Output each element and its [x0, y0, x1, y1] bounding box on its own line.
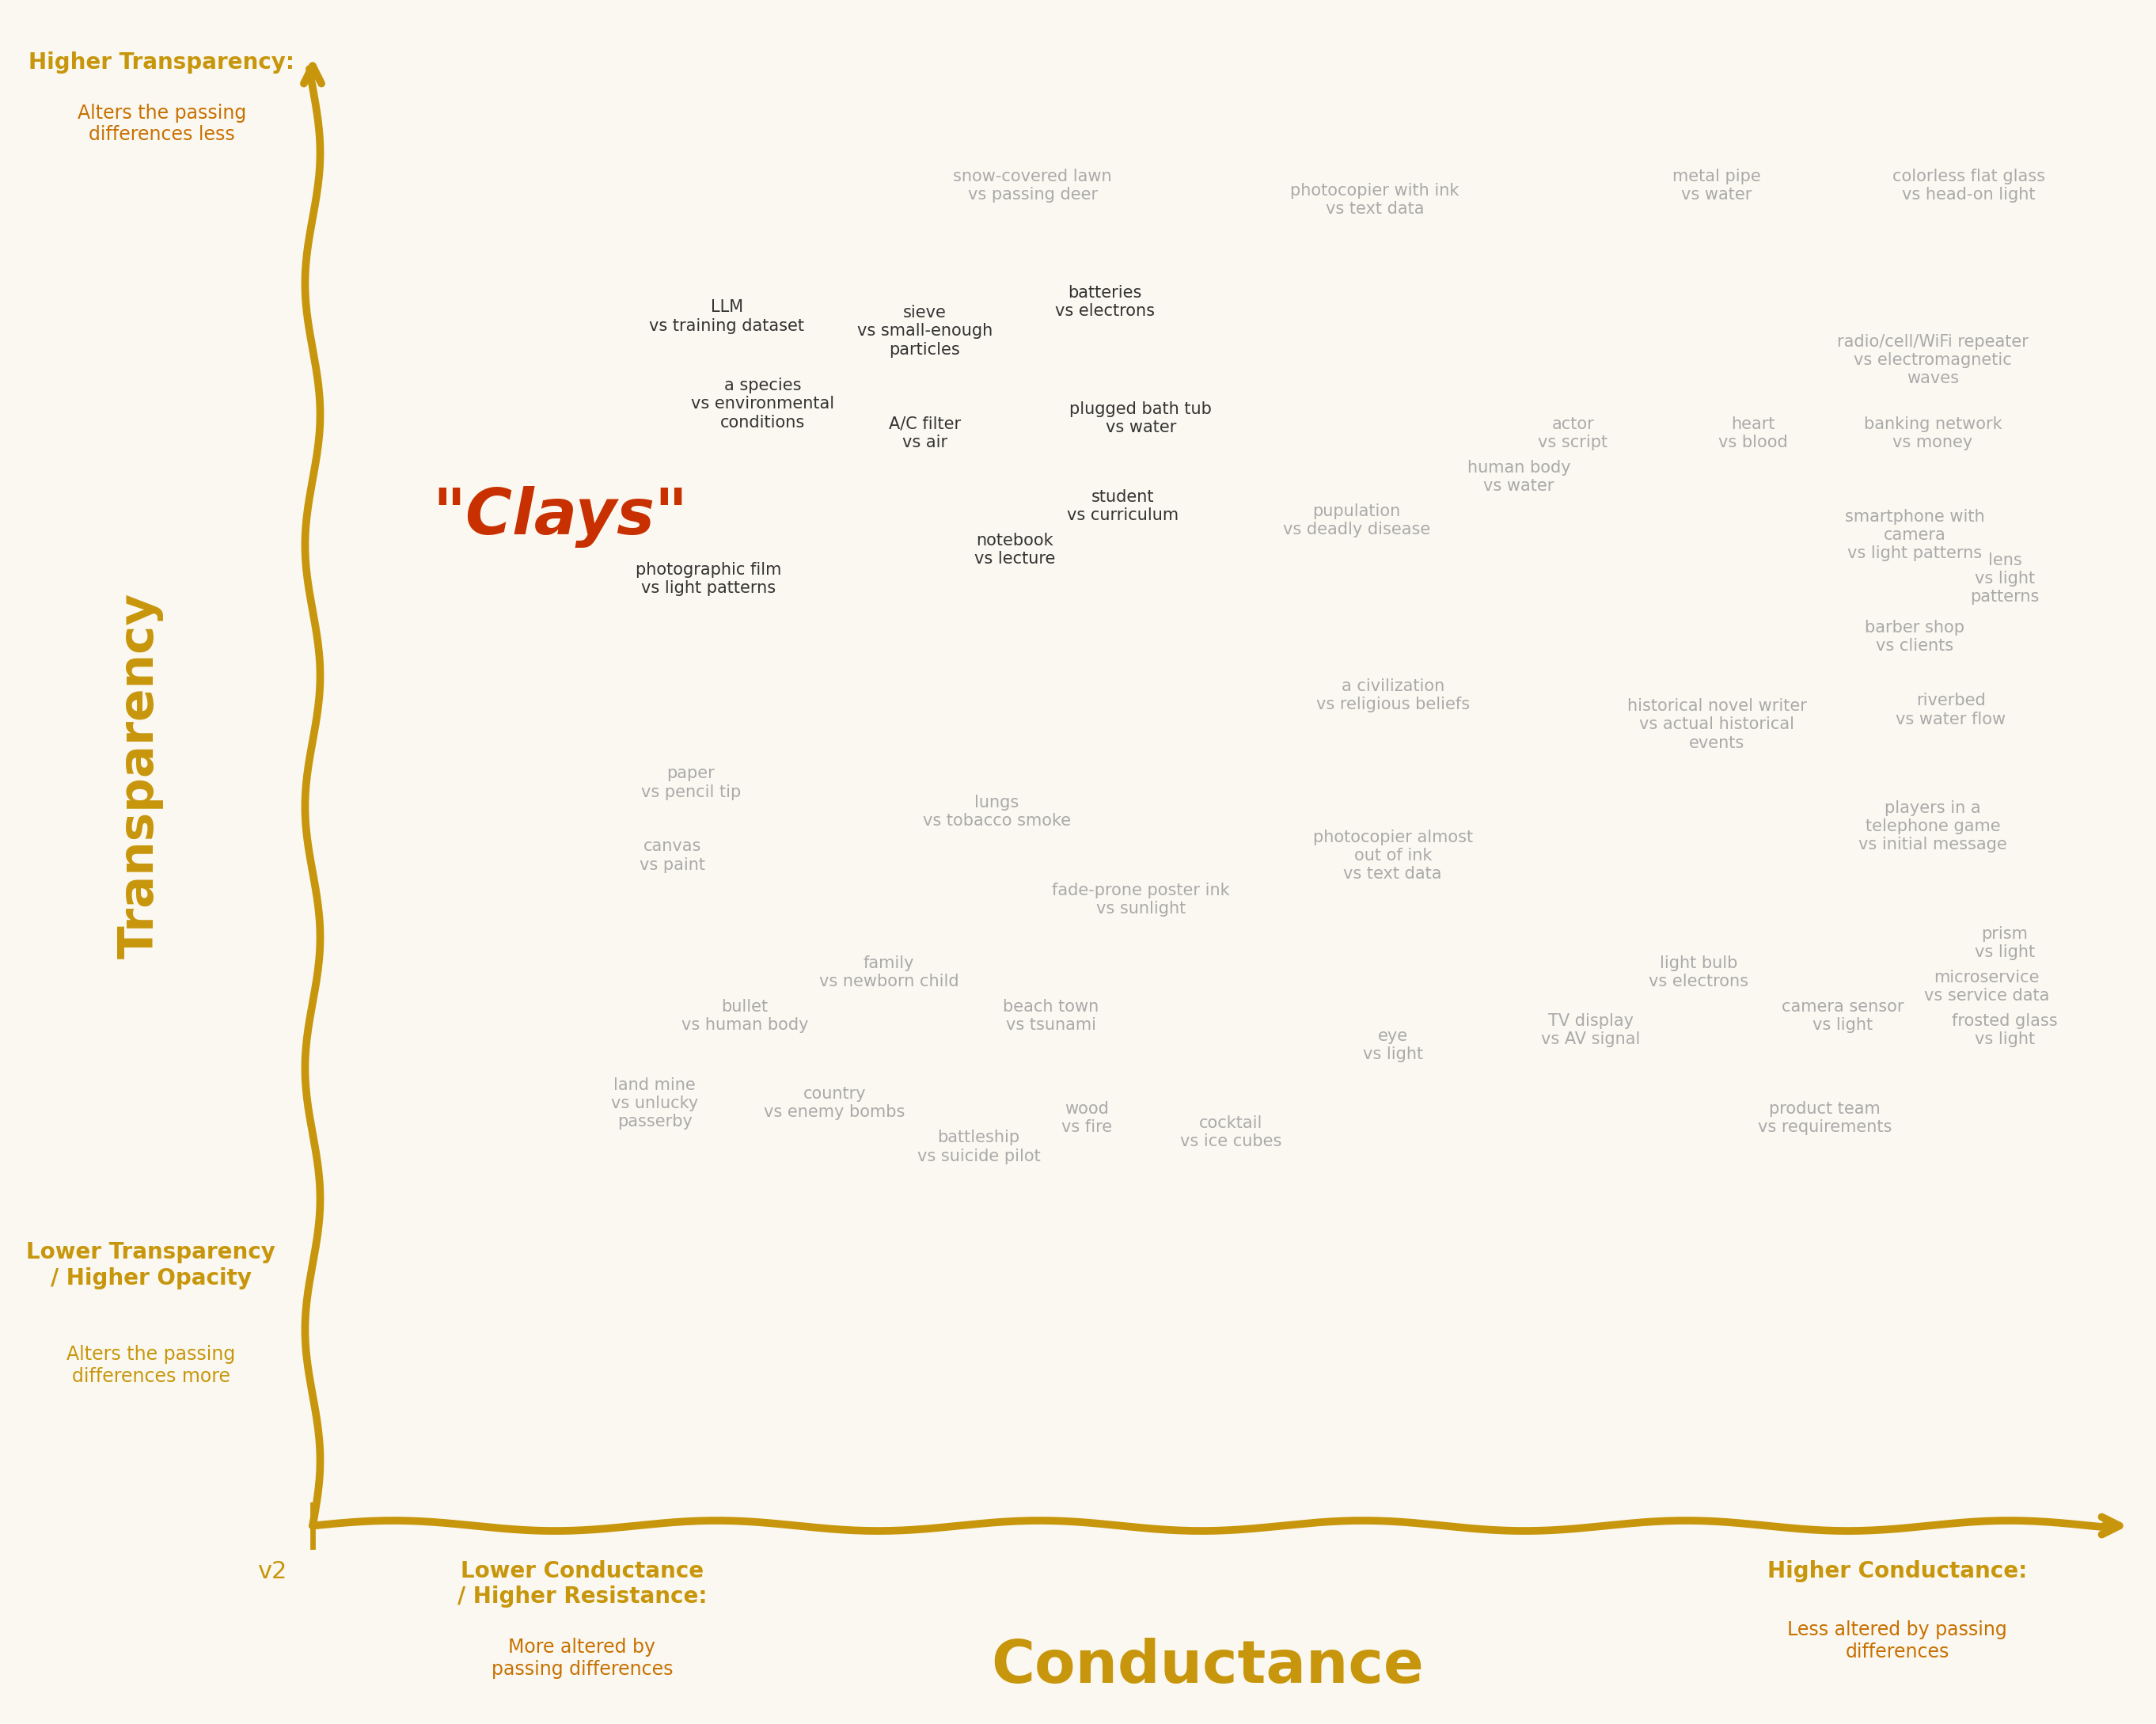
Text: land mine
vs unlucky
passerby: land mine vs unlucky passerby — [610, 1078, 699, 1129]
Text: canvas
vs paint: canvas vs paint — [640, 838, 705, 872]
Text: smartphone with
camera
vs light patterns: smartphone with camera vs light patterns — [1846, 509, 1986, 562]
Text: radio/cell/WiFi repeater
vs electromagnetic
waves: radio/cell/WiFi repeater vs electromagne… — [1837, 334, 2029, 386]
Text: country
vs enemy bombs: country vs enemy bombs — [763, 1086, 906, 1121]
Text: lungs
vs tobacco smoke: lungs vs tobacco smoke — [923, 795, 1072, 829]
Text: riverbed
vs water flow: riverbed vs water flow — [1895, 693, 2005, 728]
Text: beach town
vs tsunami: beach town vs tsunami — [1003, 998, 1100, 1033]
Text: Conductance: Conductance — [992, 1638, 1423, 1696]
Text: Lower Conductance
/ Higher Resistance:: Lower Conductance / Higher Resistance: — [457, 1560, 707, 1608]
Text: Alters the passing
differences less: Alters the passing differences less — [78, 103, 246, 145]
Text: Alters the passing
differences more: Alters the passing differences more — [67, 1345, 235, 1386]
Text: Lower Transparency
/ Higher Opacity: Lower Transparency / Higher Opacity — [26, 1241, 276, 1290]
Text: plugged bath tub
vs water: plugged bath tub vs water — [1069, 402, 1212, 436]
Text: banking network
vs money: banking network vs money — [1863, 415, 2003, 450]
Text: TV display
vs AV signal: TV display vs AV signal — [1542, 1014, 1641, 1048]
Text: cocktail
vs ice cubes: cocktail vs ice cubes — [1179, 1115, 1281, 1150]
Text: a civilization
vs religious beliefs: a civilization vs religious beliefs — [1315, 678, 1470, 712]
Text: barber shop
vs clients: barber shop vs clients — [1865, 621, 1964, 653]
Text: historical novel writer
vs actual historical
events: historical novel writer vs actual histor… — [1628, 698, 1807, 750]
Text: heart
vs blood: heart vs blood — [1718, 415, 1787, 450]
Text: More altered by
passing differences: More altered by passing differences — [492, 1638, 673, 1679]
Text: Higher Conductance:: Higher Conductance: — [1768, 1560, 2027, 1583]
Text: microservice
vs service data: microservice vs service data — [1923, 969, 2050, 1003]
Text: photocopier with ink
vs text data: photocopier with ink vs text data — [1289, 183, 1460, 217]
Text: sieve
vs small-enough
particles: sieve vs small-enough particles — [856, 305, 992, 357]
Text: battleship
vs suicide pilot: battleship vs suicide pilot — [916, 1129, 1041, 1164]
Text: metal pipe
vs water: metal pipe vs water — [1673, 169, 1761, 203]
Text: Transparency: Transparency — [116, 593, 164, 959]
Text: v2: v2 — [257, 1560, 287, 1583]
Text: wood
vs fire: wood vs fire — [1061, 1100, 1112, 1134]
Text: actor
vs script: actor vs script — [1537, 415, 1608, 450]
Text: family
vs newborn child: family vs newborn child — [819, 955, 959, 990]
Text: eye
vs light: eye vs light — [1363, 1028, 1423, 1062]
Text: lens
vs light
patterns: lens vs light patterns — [1971, 553, 2040, 605]
Text: student
vs curriculum: student vs curriculum — [1067, 490, 1179, 522]
Text: camera sensor
vs light: camera sensor vs light — [1781, 998, 1904, 1033]
Text: human body
vs water: human body vs water — [1466, 460, 1570, 495]
Text: "Clays": "Clays" — [433, 486, 688, 548]
Text: Higher Transparency:: Higher Transparency: — [28, 52, 295, 74]
Text: photographic film
vs light patterns: photographic film vs light patterns — [636, 562, 783, 597]
Text: prism
vs light: prism vs light — [1975, 926, 2035, 960]
Text: pupulation
vs deadly disease: pupulation vs deadly disease — [1283, 503, 1429, 538]
Text: frosted glass
vs light: frosted glass vs light — [1951, 1014, 2057, 1048]
Text: photocopier almost
out of ink
vs text data: photocopier almost out of ink vs text da… — [1313, 829, 1473, 883]
Text: paper
vs pencil tip: paper vs pencil tip — [640, 765, 742, 800]
Text: bullet
vs human body: bullet vs human body — [681, 998, 808, 1033]
Text: light bulb
vs electrons: light bulb vs electrons — [1649, 955, 1749, 990]
Text: notebook
vs lecture: notebook vs lecture — [975, 533, 1054, 567]
Text: product team
vs requirements: product team vs requirements — [1757, 1100, 1891, 1134]
Text: snow-covered lawn
vs passing deer: snow-covered lawn vs passing deer — [953, 169, 1112, 203]
Text: players in a
telephone game
vs initial message: players in a telephone game vs initial m… — [1858, 800, 2007, 853]
Text: a species
vs environmental
conditions: a species vs environmental conditions — [692, 378, 834, 431]
Text: batteries
vs electrons: batteries vs electrons — [1054, 284, 1156, 319]
Text: fade-prone poster ink
vs sunlight: fade-prone poster ink vs sunlight — [1052, 883, 1229, 917]
Text: LLM
vs training dataset: LLM vs training dataset — [649, 300, 804, 334]
Text: colorless flat glass
vs head-on light: colorless flat glass vs head-on light — [1893, 169, 2046, 203]
Text: A/C filter
vs air: A/C filter vs air — [888, 415, 962, 450]
Text: Less altered by passing
differences: Less altered by passing differences — [1787, 1621, 2007, 1662]
